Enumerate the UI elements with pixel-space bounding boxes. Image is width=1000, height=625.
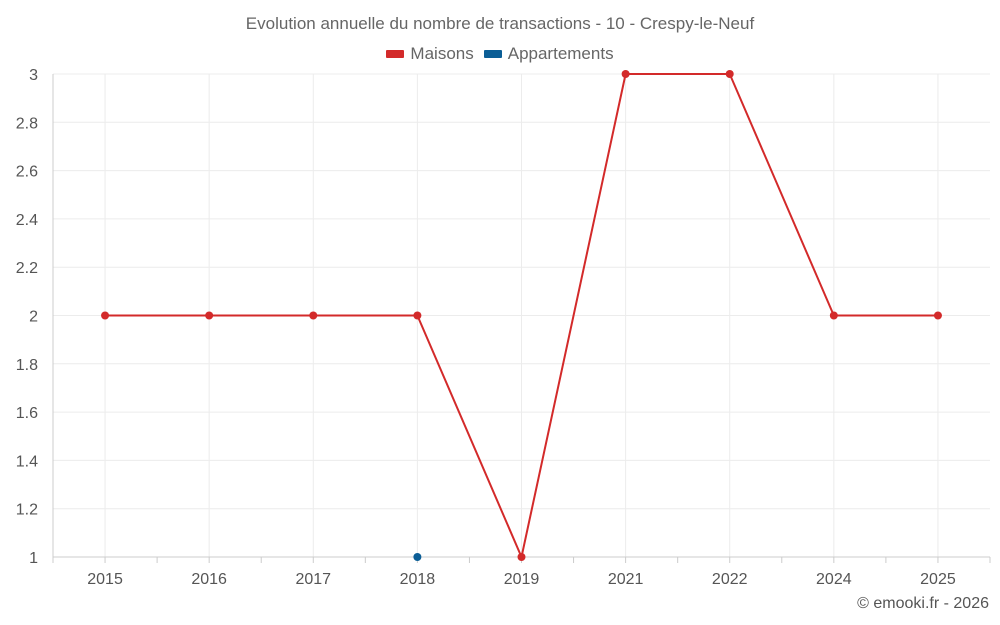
y-tick-label: 2.4: [16, 212, 38, 229]
y-tick-label: 2: [29, 309, 38, 326]
legend-swatch-appartements: [483, 50, 502, 58]
data-point-maisons: [309, 311, 318, 320]
data-point-appartements: [413, 553, 422, 561]
y-tick-label: 2.2: [16, 260, 38, 277]
credit-text: © emooki.fr - 2026: [857, 595, 989, 612]
legend: Maisons Appartements: [0, 44, 1000, 64]
data-point-maisons: [205, 311, 214, 320]
x-tick-label: 2017: [295, 571, 331, 588]
x-tick-label: 2022: [712, 571, 748, 588]
data-point-maisons: [101, 311, 110, 320]
data-point-maisons: [829, 311, 838, 320]
x-tick-label: 2016: [191, 571, 227, 588]
x-tick-label: 2021: [608, 571, 644, 588]
chart-title: Evolution annuelle du nombre de transact…: [245, 14, 755, 33]
y-tick-label: 1.4: [16, 453, 38, 470]
data-point-maisons: [517, 553, 526, 561]
x-tick-label: 2019: [504, 571, 540, 588]
data-point-maisons: [725, 70, 734, 78]
x-tick-label: 2025: [920, 571, 956, 588]
y-tick-label: 3: [29, 67, 38, 84]
data-point-maisons: [933, 311, 942, 320]
x-tick-label: 2018: [400, 571, 436, 588]
x-tick-label: 2024: [816, 571, 852, 588]
legend-item-appartements[interactable]: Appartements: [483, 44, 614, 64]
data-point-maisons: [413, 311, 422, 320]
y-tick-label: 2.8: [16, 115, 38, 132]
data-point-maisons: [621, 70, 630, 78]
y-tick-label: 1.6: [16, 405, 38, 422]
legend-label-appartements: Appartements: [507, 44, 614, 63]
legend-item-maisons[interactable]: Maisons: [386, 44, 474, 64]
y-tick-label: 2.6: [16, 164, 38, 181]
legend-swatch-maisons: [386, 50, 405, 58]
legend-label-maisons: Maisons: [410, 44, 474, 63]
x-tick-label: 2015: [87, 571, 123, 588]
y-tick-label: 1: [29, 550, 38, 567]
y-tick-label: 1.8: [16, 357, 38, 374]
y-tick-label: 1.2: [16, 502, 38, 519]
